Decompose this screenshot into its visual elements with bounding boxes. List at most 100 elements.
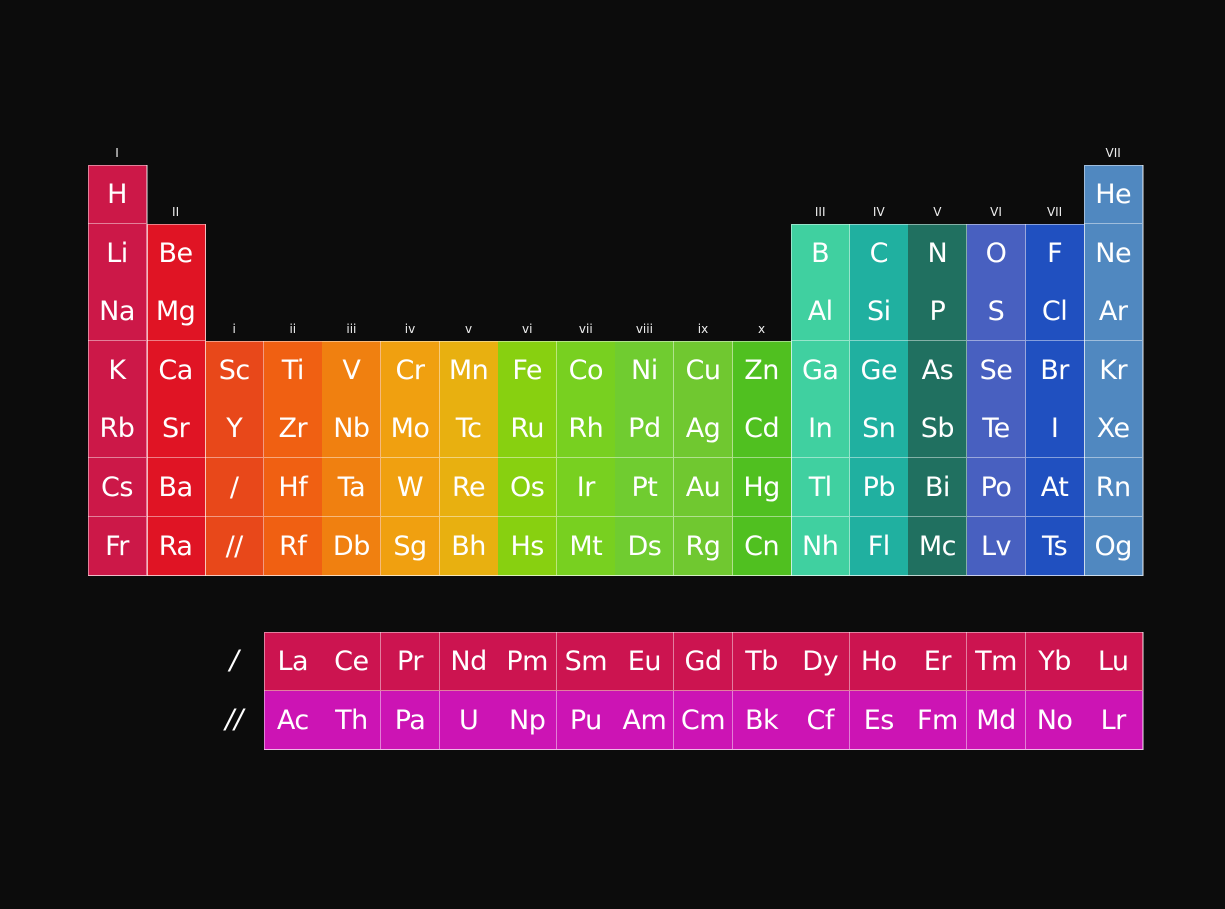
group-label: viii xyxy=(635,321,653,336)
element-Cn: Cn xyxy=(732,516,792,576)
element-Rh: Rh xyxy=(556,399,616,459)
element-Mt: Mt xyxy=(556,516,616,576)
element-Sg: Sg xyxy=(381,516,440,576)
element-Th: Th xyxy=(322,690,382,750)
element-La: La xyxy=(263,632,323,691)
element-Ho: Ho xyxy=(849,632,909,691)
element-Er: Er xyxy=(908,632,968,691)
element-Bk: Bk xyxy=(732,690,792,750)
group-label: vi xyxy=(521,321,533,336)
element-Co: Co xyxy=(556,340,616,400)
group-label: ii xyxy=(289,321,297,336)
element-Hs: Hs xyxy=(498,516,558,576)
element-Ce: Ce xyxy=(322,632,382,691)
group-label: VI xyxy=(990,204,1002,219)
element-Cs: Cs xyxy=(88,458,147,517)
element-Rn: Rn xyxy=(1084,458,1144,517)
element-C: C xyxy=(849,223,909,283)
element-Rb: Rb xyxy=(88,399,147,459)
element-Ca: Ca xyxy=(146,340,206,400)
element-At: At xyxy=(1025,458,1085,517)
element-Ni: Ni xyxy=(615,340,675,400)
element-Ra: Ra xyxy=(146,516,206,576)
element-Br: Br xyxy=(1025,340,1085,400)
element-Sb: Sb xyxy=(908,399,968,459)
element-B: B xyxy=(791,223,851,283)
element-Nb: Nb xyxy=(322,399,382,459)
element-Ru: Ru xyxy=(498,399,558,459)
element-I: I xyxy=(1025,399,1085,459)
group-label: ix xyxy=(697,321,709,336)
element-Si: Si xyxy=(849,282,909,342)
element-Be: Be xyxy=(146,223,206,283)
element-Cf: Cf xyxy=(791,690,851,750)
element-Mo: Mo xyxy=(381,399,440,459)
element-Rf: Rf xyxy=(263,516,323,576)
element-Mc: Mc xyxy=(908,516,968,576)
element-Ar: Ar xyxy=(1084,282,1144,342)
element-Xe: Xe xyxy=(1084,399,1144,459)
element-Cd: Cd xyxy=(732,399,792,459)
element-Nd: Nd xyxy=(439,632,499,691)
group-label: II xyxy=(172,204,180,219)
element-Ge: Ge xyxy=(849,340,909,400)
element-Fl: Fl xyxy=(849,516,909,576)
group-label: vii xyxy=(578,321,593,336)
element-Ti: Ti xyxy=(263,340,323,400)
element-Na: Na xyxy=(88,282,147,342)
element-He: He xyxy=(1084,165,1144,224)
group-label: III xyxy=(814,204,826,219)
element-Au: Au xyxy=(674,458,733,517)
element-Yb: Yb xyxy=(1025,632,1085,691)
element-Sn: Sn xyxy=(849,399,909,459)
element-Ne: Ne xyxy=(1084,223,1144,283)
element-Pu: Pu xyxy=(556,690,616,750)
group-label: V xyxy=(933,204,942,219)
element-Ba: Ba xyxy=(146,458,206,517)
element-Ir: Ir xyxy=(556,458,616,517)
element-Dy: Dy xyxy=(791,632,851,691)
element-Mn: Mn xyxy=(439,340,499,400)
element-Sr: Sr xyxy=(146,399,206,459)
element-Zn: Zn xyxy=(732,340,792,400)
element-Pa: Pa xyxy=(381,690,440,750)
element-Zr: Zr xyxy=(263,399,323,459)
element-P: P xyxy=(908,282,968,342)
group-label: v xyxy=(465,321,473,336)
element-Fr: Fr xyxy=(88,516,147,576)
group-label: IV xyxy=(872,204,885,219)
element-Bi: Bi xyxy=(908,458,968,517)
element-Cm: Cm xyxy=(674,690,733,750)
element-O: O xyxy=(967,223,1026,283)
element-As: As xyxy=(908,340,968,400)
element-Ta: Ta xyxy=(322,458,382,517)
element-Lr: Lr xyxy=(1084,690,1144,750)
element-Ds: Ds xyxy=(615,516,675,576)
group-label: iv xyxy=(404,321,416,336)
element-Am: Am xyxy=(615,690,675,750)
group-label: iii xyxy=(346,321,357,336)
element-Cu: Cu xyxy=(674,340,733,400)
element-Kr: Kr xyxy=(1084,340,1144,400)
element-U: U xyxy=(439,690,499,750)
element-Ac: Ac xyxy=(263,690,323,750)
element-Sc: Sc xyxy=(205,340,265,400)
element-Fe: Fe xyxy=(498,340,558,400)
element-Hf: Hf xyxy=(263,458,323,517)
element-Ag: Ag xyxy=(674,399,733,459)
element-Pd: Pd xyxy=(615,399,675,459)
element-Ts: Ts xyxy=(1025,516,1085,576)
element-H: H xyxy=(88,165,147,224)
element-Md: Md xyxy=(967,690,1026,750)
element-K: K xyxy=(88,340,147,400)
group-label: VII xyxy=(1046,204,1063,219)
element-W: W xyxy=(381,458,440,517)
group-label: i xyxy=(232,321,236,336)
element-series-ref: / xyxy=(205,458,265,517)
element-Fm: Fm xyxy=(908,690,968,750)
element-In: In xyxy=(791,399,851,459)
element-Y: Y xyxy=(205,399,265,459)
element-Tm: Tm xyxy=(967,632,1026,691)
element-Eu: Eu xyxy=(615,632,675,691)
